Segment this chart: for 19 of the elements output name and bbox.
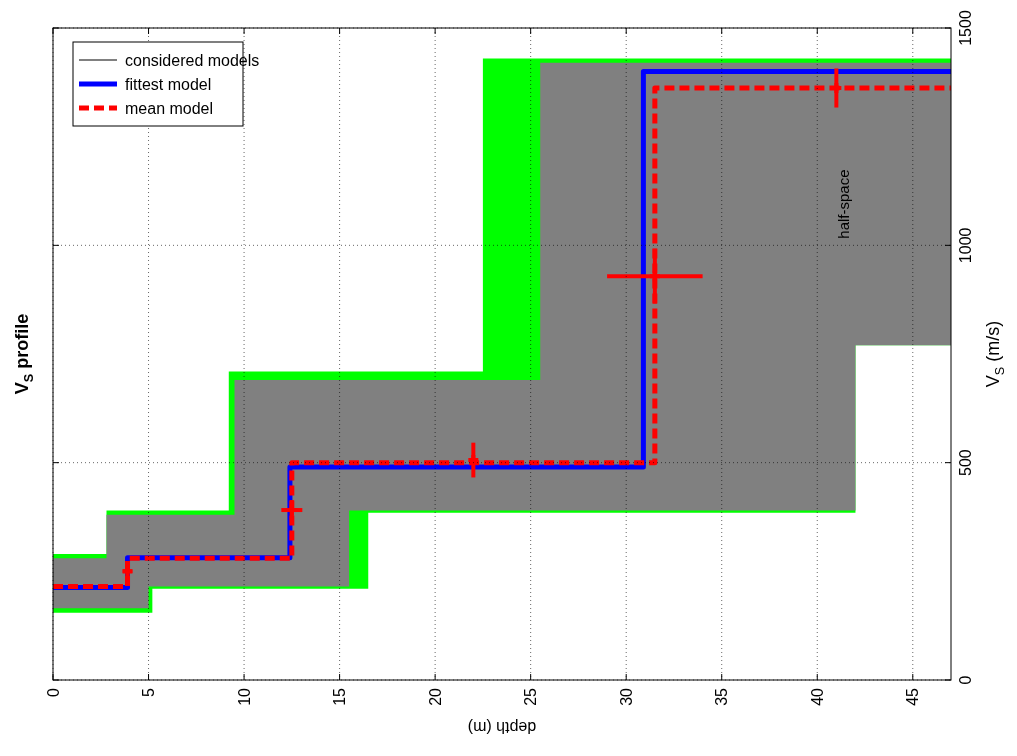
x-tick-label: 25 <box>522 687 540 706</box>
x-tick-label: 5 <box>140 687 158 697</box>
x-tick-label: 20 <box>426 687 444 706</box>
x-tick-label: 30 <box>617 687 635 706</box>
y-tick-label: 0 <box>956 675 974 685</box>
x-tick-label: 10 <box>235 687 253 706</box>
x-tick-label: 0 <box>44 687 62 697</box>
annotation: half-space <box>834 169 852 239</box>
y-tick-label: 1500 <box>956 10 974 46</box>
x-axis-title: depth (m) <box>467 719 537 737</box>
x-tick-label: 40 <box>808 687 826 706</box>
legend-label: fittest model <box>125 75 212 93</box>
y-tick-label: 500 <box>956 449 974 477</box>
x-tick-label: 35 <box>713 687 731 706</box>
x-tick-label: 15 <box>331 687 349 706</box>
legend-label: mean model <box>125 99 214 117</box>
legend-label: considered models <box>125 51 260 69</box>
x-tick-label: 45 <box>904 687 922 706</box>
y-tick-label: 1000 <box>956 227 974 264</box>
